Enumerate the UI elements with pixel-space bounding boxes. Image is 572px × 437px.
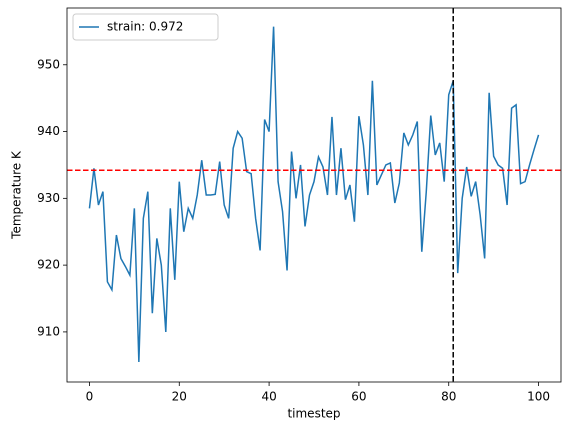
y-tick-label: 940 bbox=[37, 124, 60, 138]
plot-frame bbox=[66, 7, 562, 383]
x-tick-label: 60 bbox=[351, 390, 366, 404]
legend-label: strain: 0.972 bbox=[107, 20, 183, 34]
line bbox=[88, 26, 540, 362]
y-tick-label: 950 bbox=[37, 57, 60, 71]
y-axis-label: Temperature K bbox=[10, 150, 24, 240]
x-tick-label: 100 bbox=[527, 390, 550, 404]
x-tick-label: 80 bbox=[441, 390, 456, 404]
y-tick-label: 930 bbox=[37, 191, 60, 205]
y-tick-label: 910 bbox=[37, 324, 60, 338]
x-tick-label: 40 bbox=[261, 390, 276, 404]
x-tick-label: 0 bbox=[86, 390, 94, 404]
legend-box bbox=[72, 13, 219, 41]
y-tick-label: 920 bbox=[37, 258, 60, 272]
x-axis-label: timestep bbox=[287, 407, 340, 421]
x-tick-label: 20 bbox=[172, 390, 187, 404]
